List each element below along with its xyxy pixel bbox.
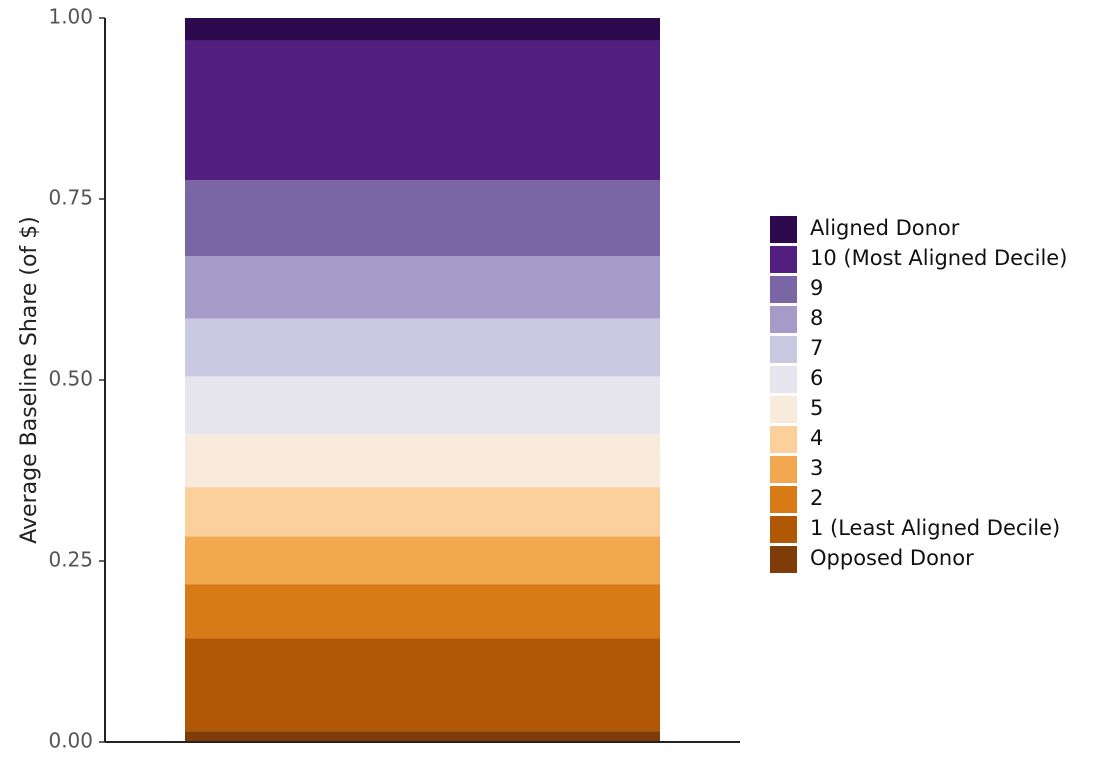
y-axis-label: Average Baseline Share (of $) bbox=[17, 216, 42, 543]
bar-segment bbox=[185, 376, 660, 435]
legend-label: 7 bbox=[810, 336, 823, 360]
y-tick-label: 0.00 bbox=[48, 729, 93, 753]
bar-segment bbox=[185, 18, 660, 41]
legend-label: Opposed Donor bbox=[810, 546, 974, 570]
bar-segment bbox=[185, 731, 660, 742]
legend-swatch bbox=[770, 216, 797, 243]
legend-label: 8 bbox=[810, 306, 823, 330]
legend-label: 10 (Most Aligned Decile) bbox=[810, 246, 1067, 270]
y-tick-label: 0.25 bbox=[48, 548, 93, 572]
legend-swatch bbox=[770, 486, 797, 513]
legend-label: 9 bbox=[810, 276, 823, 300]
legend-swatch bbox=[770, 516, 797, 543]
bar-segment bbox=[185, 256, 660, 319]
legend-label: Aligned Donor bbox=[810, 216, 960, 240]
y-tick-label: 0.50 bbox=[48, 367, 93, 391]
legend-swatch bbox=[770, 366, 797, 393]
y-tick-label: 0.75 bbox=[48, 186, 93, 210]
legend-swatch bbox=[770, 456, 797, 483]
legend-swatch bbox=[770, 306, 797, 333]
bar-segment bbox=[185, 638, 660, 732]
legend-swatch bbox=[770, 396, 797, 423]
bar-segment bbox=[185, 180, 660, 257]
legend-swatch bbox=[770, 336, 797, 363]
bar-segment bbox=[185, 584, 660, 639]
bar-segment bbox=[185, 40, 660, 181]
legend-label: 1 (Least Aligned Decile) bbox=[810, 516, 1060, 540]
legend-label: 4 bbox=[810, 426, 823, 450]
bar-segment bbox=[185, 487, 660, 537]
legend-label: 2 bbox=[810, 486, 823, 510]
bar-segment bbox=[185, 318, 660, 377]
legend-swatch bbox=[770, 426, 797, 453]
legend-label: 5 bbox=[810, 396, 823, 420]
y-tick-label: 1.00 bbox=[48, 5, 93, 29]
legend-swatch bbox=[770, 546, 797, 573]
legend-label: 3 bbox=[810, 456, 823, 480]
legend-swatch bbox=[770, 276, 797, 303]
legend-swatch bbox=[770, 246, 797, 273]
legend-label: 6 bbox=[810, 366, 823, 390]
bar-segment bbox=[185, 536, 660, 585]
bar-segment bbox=[185, 434, 660, 488]
